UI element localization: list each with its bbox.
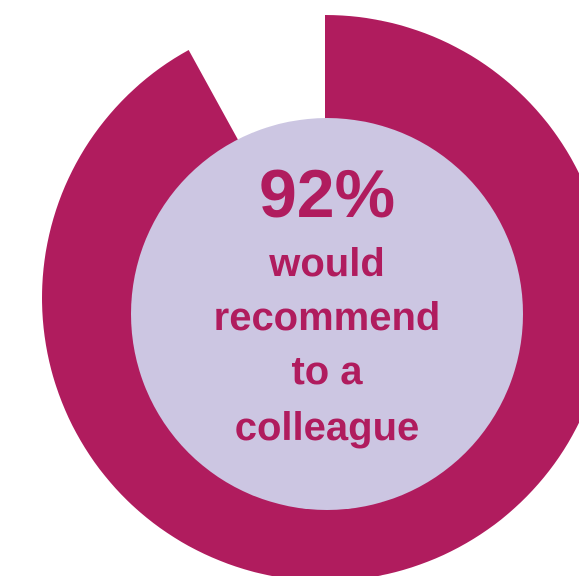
caption-line: would (268, 241, 385, 285)
value-label: 92% (259, 156, 395, 232)
caption-line: recommend (214, 295, 441, 339)
center-disc (131, 118, 523, 510)
caption-line: colleague (235, 405, 420, 449)
caption-line: to a (291, 349, 363, 393)
